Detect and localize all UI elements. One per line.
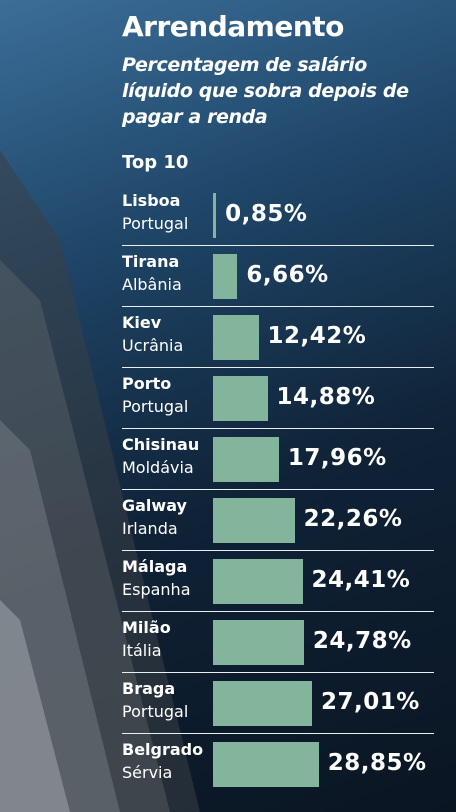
subtitle: Percentagem de salário líquido que sobra… xyxy=(122,54,409,128)
value-label: 28,85% xyxy=(327,750,427,776)
value-label: 6,66% xyxy=(246,262,329,288)
country-label: Portugal xyxy=(122,702,189,721)
bar xyxy=(213,620,304,665)
value-label: 17,96% xyxy=(287,445,387,471)
city-label: Lisboa xyxy=(122,191,181,210)
row-separator xyxy=(122,245,434,246)
bar xyxy=(213,742,319,787)
bar xyxy=(213,437,279,482)
country-label: Itália xyxy=(122,641,162,660)
country-label: Irlanda xyxy=(122,519,178,538)
country-label: Sérvia xyxy=(122,763,173,782)
row-separator xyxy=(122,550,434,551)
heading: Top 10 xyxy=(122,152,189,173)
city-label: Porto xyxy=(122,374,172,393)
country-label: Espanha xyxy=(122,580,191,599)
bar xyxy=(213,376,268,421)
value-label: 14,88% xyxy=(276,384,376,410)
city-label: Chisinau xyxy=(122,435,200,454)
country-label: Albânia xyxy=(122,275,182,294)
bar xyxy=(213,681,313,726)
row-separator xyxy=(122,611,434,612)
city-label: Tirana xyxy=(122,252,180,271)
title: Arrendamento xyxy=(122,10,344,43)
bar xyxy=(213,559,303,604)
country-label: Moldávia xyxy=(122,458,194,477)
city-label: Milão xyxy=(122,618,171,637)
row-separator xyxy=(122,367,434,368)
bar xyxy=(213,498,295,543)
value-label: 22,26% xyxy=(303,506,403,532)
row-separator xyxy=(122,489,434,490)
row-separator xyxy=(122,672,434,673)
value-label: 0,85% xyxy=(225,201,308,227)
city-label: Braga xyxy=(122,679,176,698)
bar xyxy=(213,193,217,238)
value-label: 24,78% xyxy=(312,628,412,654)
country-label: Portugal xyxy=(122,397,189,416)
city-label: Málaga xyxy=(122,557,188,576)
value-label: 24,41% xyxy=(311,567,411,593)
city-label: Galway xyxy=(122,496,187,515)
country-label: Ucrânia xyxy=(122,336,184,355)
bar xyxy=(213,254,238,299)
country-label: Portugal xyxy=(122,214,189,233)
row-separator xyxy=(122,428,434,429)
row-separator xyxy=(122,733,434,734)
city-label: Belgrado xyxy=(122,740,204,759)
bar xyxy=(213,315,259,360)
city-label: Kiev xyxy=(122,313,162,332)
row-separator xyxy=(122,306,434,307)
value-label: 27,01% xyxy=(321,689,420,715)
value-label: 12,42% xyxy=(267,323,367,349)
